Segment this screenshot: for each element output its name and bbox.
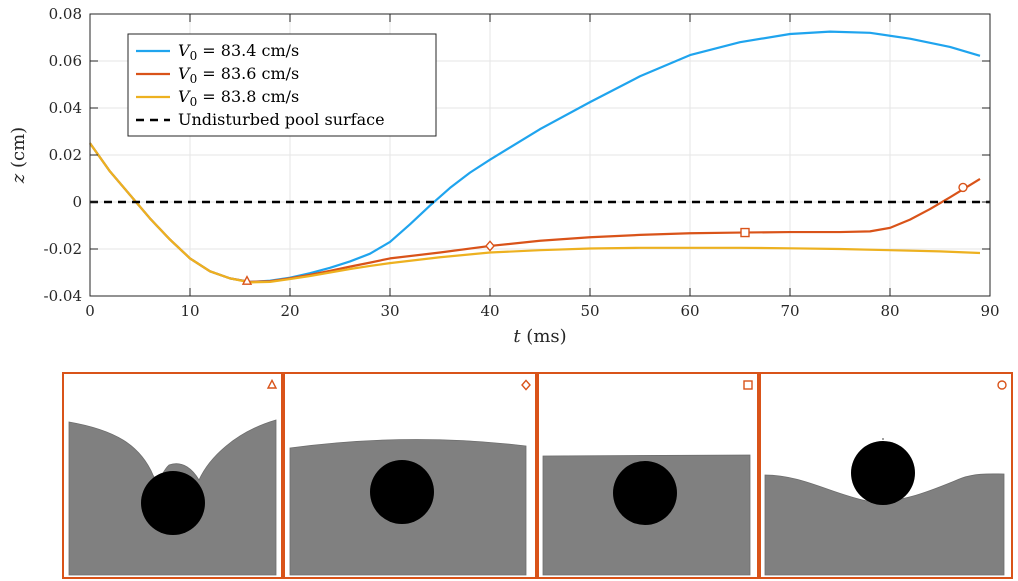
- y-tick-label: -0.02: [44, 240, 82, 258]
- y-tick-label: 0.06: [49, 52, 82, 70]
- triangle-corner-marker: [266, 378, 278, 389]
- legend-rest: = 83.8 cm/s: [197, 87, 299, 106]
- legend-var: V: [178, 64, 191, 83]
- diamond-marker: [485, 240, 495, 252]
- y-axis-label: z (cm): [8, 127, 29, 184]
- droplet: [141, 471, 205, 535]
- y-tick-label: 0: [72, 193, 82, 211]
- snapshot-diamond: [283, 372, 537, 579]
- legend-rest: = 83.6 cm/s: [197, 64, 299, 83]
- legend-entry-2: V0 = 83.8 cm/s: [178, 87, 299, 109]
- legend-entry-3: Undisturbed pool surface: [178, 110, 385, 129]
- circle-marker: [958, 182, 968, 193]
- snapshot-triangle: [62, 372, 283, 579]
- x-tick-label: 60: [680, 302, 699, 320]
- series-line-2: [89, 142, 981, 284]
- square-corner-marker: [743, 380, 753, 390]
- x-tick-label: 80: [880, 302, 899, 320]
- snapshot-circle: [759, 372, 1013, 579]
- snapshot-square: [537, 372, 759, 579]
- x-tick-label: 10: [180, 302, 199, 320]
- trajectory-plot: 0 10 20 30 40 50 60 70 80 90 -0.04 -0.02 0 0.02 0.04 0.…: [8, 5, 1000, 347]
- x-tick-label: 0: [85, 302, 95, 320]
- legend-box: [127, 33, 437, 137]
- droplet: [370, 460, 434, 524]
- legend-var: V: [178, 41, 191, 60]
- x-tick-label: 50: [580, 302, 599, 320]
- x-axis-unit: (ms): [521, 326, 567, 347]
- square-marker: [740, 227, 750, 238]
- y-axis-variable: z: [8, 173, 29, 184]
- y-tick-label: 0.04: [49, 99, 82, 117]
- droplet: [613, 461, 677, 525]
- liquid-pool: [764, 473, 1005, 576]
- x-tick-label: 90: [980, 302, 999, 320]
- legend-entry-0: V0 = 83.4 cm/s: [178, 41, 299, 63]
- x-axis-variable: t: [513, 326, 521, 347]
- snapshot-panels: [62, 372, 1013, 579]
- diamond-corner-marker: [521, 379, 531, 391]
- x-tick-label: 30: [380, 302, 399, 320]
- triangle-marker: [241, 275, 253, 285]
- droplet: [851, 441, 915, 505]
- legend-var: V: [178, 87, 191, 106]
- legend-sub: 0: [190, 72, 198, 86]
- x-tick-label: 70: [780, 302, 799, 320]
- legend-sub: 0: [190, 95, 198, 109]
- y-axis-unit: (cm): [8, 127, 29, 174]
- x-tick-label: 40: [480, 302, 499, 320]
- circle-corner-marker: [997, 380, 1007, 390]
- legend: V0 = 83.4 cm/sV0 = 83.6 cm/sV0 = 83.8 cm…: [127, 33, 437, 137]
- x-tick-label: 20: [280, 302, 299, 320]
- y-tick-label: -0.04: [44, 287, 82, 305]
- legend-entry-1: V0 = 83.6 cm/s: [178, 64, 299, 86]
- legend-sub: 0: [190, 49, 198, 63]
- x-axis-label: t (ms): [513, 326, 566, 347]
- y-tick-label: 0.02: [49, 146, 82, 164]
- y-tick-label: 0.08: [49, 5, 82, 23]
- legend-rest: = 83.4 cm/s: [197, 41, 299, 60]
